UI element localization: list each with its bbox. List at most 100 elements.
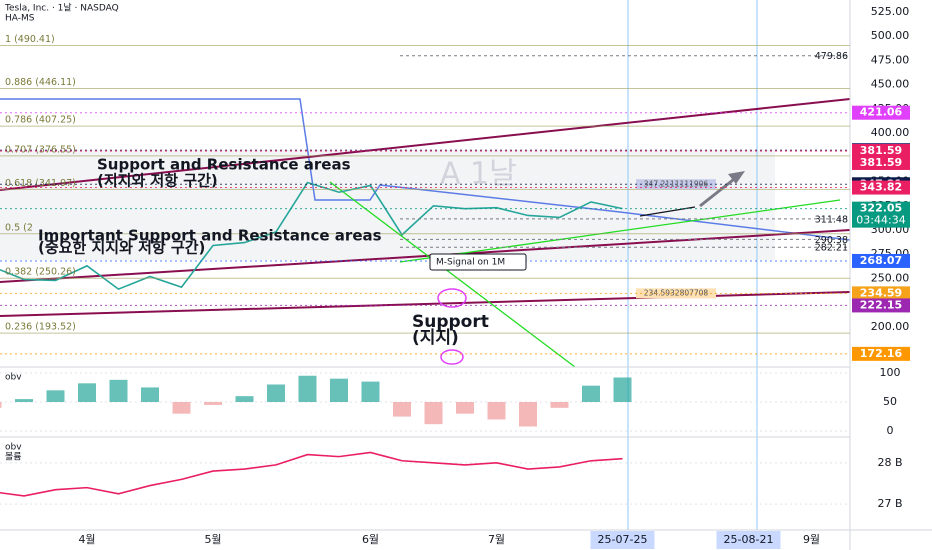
bar bbox=[298, 375, 317, 402]
plot bbox=[0, 375, 632, 427]
annotation: (중요한 지지와 저항 구간) bbox=[38, 239, 205, 257]
bar bbox=[235, 396, 254, 402]
price-badge-label: 343.82 bbox=[860, 181, 902, 194]
x-tick-label: 6월 bbox=[362, 533, 379, 546]
channel-line bbox=[0, 98, 851, 191]
bar bbox=[15, 399, 33, 402]
panel-subtitle: 볼륨 bbox=[5, 452, 22, 463]
bar bbox=[109, 379, 128, 402]
arrow bbox=[699, 174, 739, 208]
x-tick-label: 7월 bbox=[488, 533, 505, 546]
price-badge-label: 381.59 bbox=[860, 156, 902, 169]
bar bbox=[141, 387, 159, 402]
bar bbox=[456, 402, 474, 414]
y-tick-label: 450.00 bbox=[871, 78, 910, 91]
bar bbox=[550, 402, 569, 408]
x-tick-label: 4월 bbox=[78, 533, 95, 546]
watermark: A 1날 bbox=[440, 157, 517, 192]
x-label-bg bbox=[716, 531, 781, 549]
y-tick-label: 400.00 bbox=[871, 126, 910, 139]
bar bbox=[267, 384, 285, 402]
plot bbox=[0, 451, 623, 497]
bar bbox=[46, 390, 65, 402]
price-badge bbox=[852, 180, 910, 195]
y-tick-label: 200.00 bbox=[871, 320, 910, 333]
annotation: Support and Resistance areas bbox=[97, 156, 351, 174]
price-badge bbox=[852, 201, 910, 228]
annotation: M-Signal on 1M bbox=[436, 258, 505, 268]
fib-label: 0.5 (2 bbox=[5, 222, 33, 233]
header-title: Tesla, Inc. · 1날 · NASDAQ bbox=[4, 3, 119, 14]
annotation: (지지와 저항 구간) bbox=[97, 172, 218, 190]
annotation: Support bbox=[412, 312, 489, 332]
level-label: 282.21 bbox=[815, 243, 848, 254]
panel-title: obv bbox=[5, 443, 22, 453]
bar bbox=[172, 402, 191, 414]
price-badge bbox=[852, 155, 910, 170]
header-subtitle: HA-MS bbox=[5, 14, 35, 24]
highlight-circle bbox=[440, 349, 464, 365]
y-tick-label: 525.00 bbox=[871, 5, 910, 18]
price-line bbox=[0, 451, 623, 497]
bar bbox=[519, 402, 537, 427]
x-label-bg bbox=[590, 531, 655, 549]
fib-label: 0.786 (407.25) bbox=[5, 115, 76, 126]
annotation: Important Support and Resistance areas bbox=[38, 227, 382, 245]
fib-label: 1 (490.41) bbox=[5, 34, 55, 45]
price-badge-label: 381.59 bbox=[860, 144, 902, 157]
price-badge bbox=[852, 253, 910, 268]
price-badge-label: 234.59 bbox=[860, 286, 902, 299]
bar bbox=[424, 402, 443, 425]
annotation-box bbox=[429, 253, 527, 271]
badge-label: 234.5932807708 bbox=[644, 288, 709, 297]
fib-label: 0.236 (193.52) bbox=[5, 322, 76, 333]
fib-label: 0.886 (446.11) bbox=[5, 77, 76, 88]
bar bbox=[361, 381, 380, 402]
annotation: (지지) bbox=[412, 328, 459, 348]
x-tick-label: 25-08-21 bbox=[724, 533, 774, 546]
level-label: 290.38 bbox=[815, 235, 848, 246]
trend-line bbox=[329, 181, 576, 368]
y-tick-label: 500.00 bbox=[871, 29, 910, 42]
bar bbox=[0, 402, 2, 408]
bar bbox=[487, 402, 506, 420]
price-badge bbox=[852, 143, 910, 158]
bar bbox=[613, 377, 632, 402]
y-tick-label: 100 bbox=[880, 366, 901, 379]
price-badge-label: 268.07 bbox=[860, 254, 902, 267]
countdown: 03:44:34 bbox=[856, 214, 905, 227]
y-tick-label: 27 B bbox=[877, 497, 902, 510]
panel-title: obv bbox=[5, 373, 22, 383]
y-tick-label: 250.00 bbox=[871, 271, 910, 284]
y-tick-label: 28 B bbox=[877, 456, 902, 469]
bar bbox=[330, 378, 348, 402]
price-badge-label: 172.16 bbox=[860, 347, 903, 360]
channel-line bbox=[0, 229, 851, 283]
y-tick-label: 0 bbox=[887, 424, 894, 437]
x-tick-label: 5월 bbox=[204, 533, 221, 546]
price-badge bbox=[852, 346, 910, 361]
trend-line bbox=[0, 98, 851, 241]
x-tick-label: 9월 bbox=[803, 533, 820, 546]
price-badge-label: 222.15 bbox=[860, 298, 902, 311]
trend-line bbox=[399, 199, 841, 263]
price-badge-label: 421.06 bbox=[860, 106, 903, 119]
bar bbox=[393, 402, 411, 417]
price-badge bbox=[852, 298, 910, 313]
x-tick-label: 25-07-25 bbox=[598, 533, 648, 546]
highlight-circle bbox=[437, 288, 467, 308]
bar bbox=[78, 383, 96, 402]
fib-label: 0.618 (341.97) bbox=[5, 178, 76, 189]
badge-label: 347.2111111906 bbox=[644, 179, 709, 188]
level-label: 311.48 bbox=[815, 214, 848, 225]
level-label: 479.86 bbox=[815, 51, 848, 62]
price-badge bbox=[852, 286, 910, 301]
bar bbox=[582, 385, 600, 402]
price-line bbox=[0, 181, 623, 291]
fib-label: 0.382 (250.26) bbox=[5, 267, 76, 278]
plot bbox=[0, 181, 623, 291]
y-tick-label: 50 bbox=[883, 395, 897, 408]
price-badge-label: 322.05 bbox=[860, 202, 902, 215]
price-badge bbox=[852, 105, 910, 120]
